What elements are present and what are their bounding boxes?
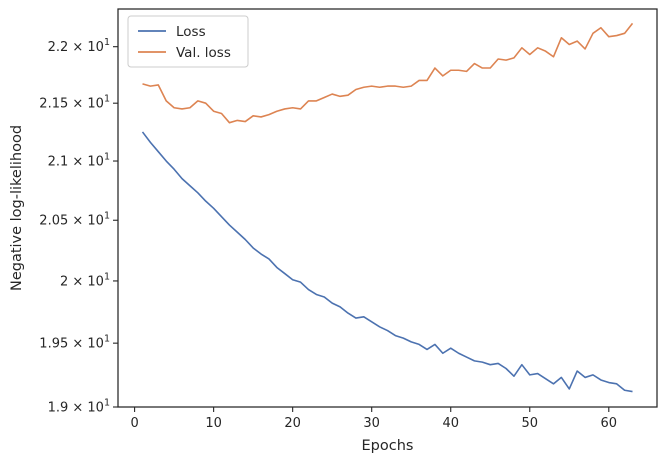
y-tick-label: 2.05 × 101 <box>39 211 110 229</box>
x-axis-label: Epochs <box>362 438 414 454</box>
series-line-val-loss <box>142 22 634 124</box>
y-tick-exponent: 1 <box>104 398 110 409</box>
y-tick-mantissa: 2.2 × 10 <box>48 40 104 55</box>
y-tick-label: 1.9 × 101 <box>48 398 110 416</box>
y-tick-mantissa: 2.15 × 10 <box>39 97 104 112</box>
x-tick-label: 0 <box>130 416 138 431</box>
y-tick-exponent: 1 <box>104 37 110 48</box>
y-tick-mantissa: 2.05 × 10 <box>39 214 104 229</box>
y-tick-label: 1.95 × 101 <box>39 334 110 352</box>
y-tick-exponent: 1 <box>104 334 110 345</box>
plot-area-border <box>117 8 658 408</box>
axes-frame <box>117 8 658 408</box>
y-tick-label: 2.15 × 101 <box>39 94 110 112</box>
x-tick-label: 20 <box>284 416 301 431</box>
y-tick-mantissa: 1.95 × 10 <box>39 337 104 352</box>
x-tick-label: 50 <box>521 416 538 431</box>
series-line-loss <box>141 131 633 393</box>
y-tick-exponent: 1 <box>104 152 110 163</box>
y-tick-mantissa: 1.9 × 10 <box>48 401 104 416</box>
legend-label: Val. loss <box>176 45 231 61</box>
y-axis-label: Negative log-likelihood <box>9 125 25 291</box>
legend-box <box>127 15 249 68</box>
y-tick-exponent: 1 <box>104 94 110 105</box>
y-tick-label: 2 × 101 <box>60 271 110 289</box>
series-layer <box>141 22 634 393</box>
y-tick-mantissa: 2 × 10 <box>60 274 104 289</box>
x-tick-label: 60 <box>601 416 618 431</box>
legend-label: Loss <box>176 24 206 40</box>
y-tick-exponent: 1 <box>104 271 110 282</box>
x-tick-label: 40 <box>442 416 459 431</box>
y-tick-label: 2.1 × 101 <box>48 152 110 170</box>
y-tick-exponent: 1 <box>104 211 110 222</box>
x-tick-label: 10 <box>205 416 222 431</box>
y-tick-label: 2.2 × 101 <box>48 37 110 55</box>
y-tick-mantissa: 2.1 × 10 <box>48 155 104 170</box>
x-tick-label: 30 <box>363 416 380 431</box>
legend: Loss Val. loss <box>127 15 249 68</box>
